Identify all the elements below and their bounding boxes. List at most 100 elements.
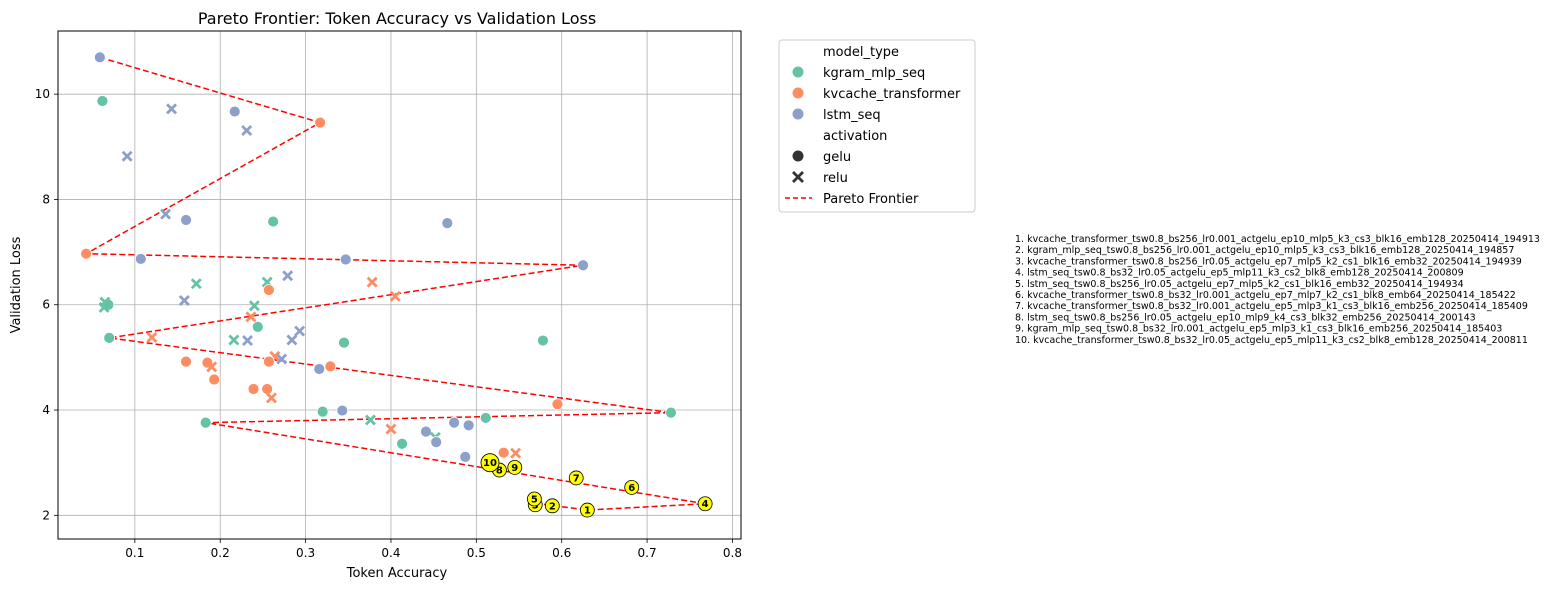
data-point-kvcache_transformer-relu <box>265 392 277 404</box>
top10-badge-label: 4 <box>702 499 709 510</box>
top10-badge-label: 1 <box>584 506 591 517</box>
y-tick-label: 8 <box>42 192 50 206</box>
top10-annotation-line: 2. kgram_mlp_seq_tsw0.8_bs256_lr0.001_ac… <box>1015 245 1514 256</box>
data-point-kvcache_transformer-relu <box>385 423 397 435</box>
scatter-points <box>80 51 677 510</box>
top10-badge-label: 7 <box>573 473 580 484</box>
x-axis-ticks: 0.1 0.2 0.3 0.4 0.5 0.6 0.7 0.8 <box>125 539 742 560</box>
data-point-kvcache_transformer-gelu <box>262 284 275 296</box>
data-point-lstm_seq-gelu <box>180 214 192 226</box>
data-point-kvcache_transformer-gelu <box>208 373 221 386</box>
data-point-lstm_seq-gelu <box>420 425 432 438</box>
data-point-kgram_mlp_seq-gelu <box>316 405 329 418</box>
top10-badge-1 <box>579 502 595 518</box>
data-point-lstm_seq-gelu <box>430 436 443 449</box>
data-point-lstm_seq-relu <box>286 334 298 346</box>
data-point-lstm_seq-gelu <box>577 259 589 272</box>
data-point-kgram_mlp_seq-gelu <box>251 320 264 333</box>
legend-style-title: activation <box>823 129 887 144</box>
legend-marker-kgram <box>792 66 804 78</box>
legend-marker-lstm <box>792 108 804 120</box>
top10-annotation-line: 10. kvcache_transformer_tsw0.8_bs32_lr0.… <box>1015 335 1528 346</box>
x-axis-label: Token Accuracy <box>346 566 448 581</box>
top10-annotation-line: 6. kvcache_transformer_tsw0.8_bs32_lr0.0… <box>1015 290 1516 301</box>
top10-badge-4 <box>697 496 713 512</box>
top10-badge-10 <box>480 453 500 473</box>
top10-annotation-line: 4. lstm_seq_tsw0.8_bs32_lr0.05_actgelu_e… <box>1015 268 1464 279</box>
data-point-lstm_seq-relu <box>294 325 306 337</box>
axes-frame <box>57 30 742 540</box>
data-point-kvcache_transformer-gelu <box>314 116 327 129</box>
data-point-lstm_seq-gelu <box>134 253 147 265</box>
data-point-lstm_seq-gelu <box>462 419 475 432</box>
data-point-kgram_mlp_seq-gelu <box>96 95 109 107</box>
data-point-kvcache_transformer-gelu <box>262 355 275 368</box>
pareto-frontier-path <box>83 56 706 511</box>
data-point-kvcache_transformer-relu <box>389 290 401 302</box>
legend-item-relu: relu <box>823 171 848 186</box>
legend-item-lstm-seq: lstm_seq <box>823 108 881 123</box>
data-point-kvcache_transformer-gelu <box>551 398 564 411</box>
y-axis-label: Validation Loss <box>9 236 24 333</box>
y-tick-label: 6 <box>42 298 50 312</box>
top10-annotation-line: 7. kvcache_transformer_tsw0.8_bs32_lr0.0… <box>1015 301 1528 312</box>
legend-marker-kvcache <box>792 87 804 99</box>
top10-badge-label: 2 <box>549 501 556 512</box>
y-tick-label: 10 <box>35 87 50 101</box>
x-tick-label: 0.6 <box>552 546 571 560</box>
data-point-lstm_seq-gelu <box>313 363 326 375</box>
top10-badge-label: 9 <box>511 463 518 474</box>
top10-badge-label: 8 <box>496 466 503 477</box>
data-point-kgram_mlp_seq-relu <box>248 300 260 312</box>
data-point-kvcache_transformer-relu <box>206 361 218 373</box>
data-point-kvcache_transformer-gelu <box>497 446 510 459</box>
top10-badge-7 <box>568 470 584 486</box>
data-point-kgram_mlp_seq-gelu <box>479 412 492 424</box>
top10-annotation-line: 3. kvcache_transformer_tsw0.8_bs256_lr0.… <box>1015 256 1522 267</box>
data-point-kgram_mlp_seq-gelu <box>665 406 677 419</box>
data-point-lstm_seq-relu <box>160 208 172 220</box>
top10-badge-label: 5 <box>531 494 538 505</box>
y-tick-label: 4 <box>42 403 50 417</box>
data-point-lstm_seq-relu <box>121 150 133 162</box>
chart-title: Pareto Frontier: Token Accuracy vs Valid… <box>198 9 596 28</box>
top10-annotation-line: 1. kvcache_transformer_tsw0.8_bs256_lr0.… <box>1015 234 1540 245</box>
legend: model_type kgram_mlp_seq kvcache_transfo… <box>778 39 976 213</box>
data-point-lstm_seq-relu <box>178 295 190 307</box>
data-point-kgram_mlp_seq-gelu <box>267 215 280 228</box>
data-point-lstm_seq-relu <box>166 103 178 115</box>
x-tick-label: 0.2 <box>211 546 230 560</box>
top10-badges: 12345678910 <box>480 453 713 518</box>
data-point-lstm_seq-gelu <box>93 51 106 64</box>
top10-annotation-list: 1. kvcache_transformer_tsw0.8_bs256_lr0.… <box>1015 234 1540 346</box>
legend-box <box>778 39 976 213</box>
data-point-kvcache_transformer-gelu <box>80 247 93 260</box>
pareto-frontier-line <box>83 56 706 511</box>
data-point-kgram_mlp_seq-gelu <box>537 334 549 347</box>
data-point-kgram_mlp_seq-gelu <box>103 332 116 344</box>
x-tick-label: 0.4 <box>381 546 400 560</box>
top10-badge-label: 6 <box>628 483 635 494</box>
data-point-kgram_mlp_seq-gelu <box>338 336 350 349</box>
data-point-lstm_seq-relu <box>242 335 254 347</box>
data-point-kvcache_transformer-gelu <box>324 360 337 373</box>
data-point-lstm_seq-gelu <box>441 217 454 230</box>
data-point-kgram_mlp_seq-relu <box>99 296 111 308</box>
data-point-kvcache_transformer-relu <box>146 331 158 343</box>
data-point-lstm_seq-gelu <box>459 450 472 463</box>
legend-item-pareto-frontier: Pareto Frontier <box>823 192 919 207</box>
top10-annotation-line: 8. lstm_seq_tsw0.8_bs256_lr0.05_actgelu_… <box>1015 312 1476 323</box>
y-tick-label: 2 <box>42 508 50 522</box>
data-point-kvcache_transformer-relu <box>366 276 378 288</box>
data-point-kgram_mlp_seq-relu <box>190 278 202 290</box>
y-axis-ticks: 2 4 6 8 10 <box>35 87 58 522</box>
data-point-kvcache_transformer-relu <box>245 311 257 323</box>
legend-marker-relu <box>792 171 804 183</box>
x-tick-label: 0.1 <box>125 546 144 560</box>
data-point-lstm_seq-relu <box>241 125 253 136</box>
top10-badge-5 <box>526 491 542 507</box>
data-point-lstm_seq-gelu <box>336 404 349 417</box>
data-point-lstm_seq-relu <box>282 270 294 282</box>
data-point-lstm_seq-relu <box>276 353 288 365</box>
x-tick-label: 0.5 <box>467 546 486 560</box>
